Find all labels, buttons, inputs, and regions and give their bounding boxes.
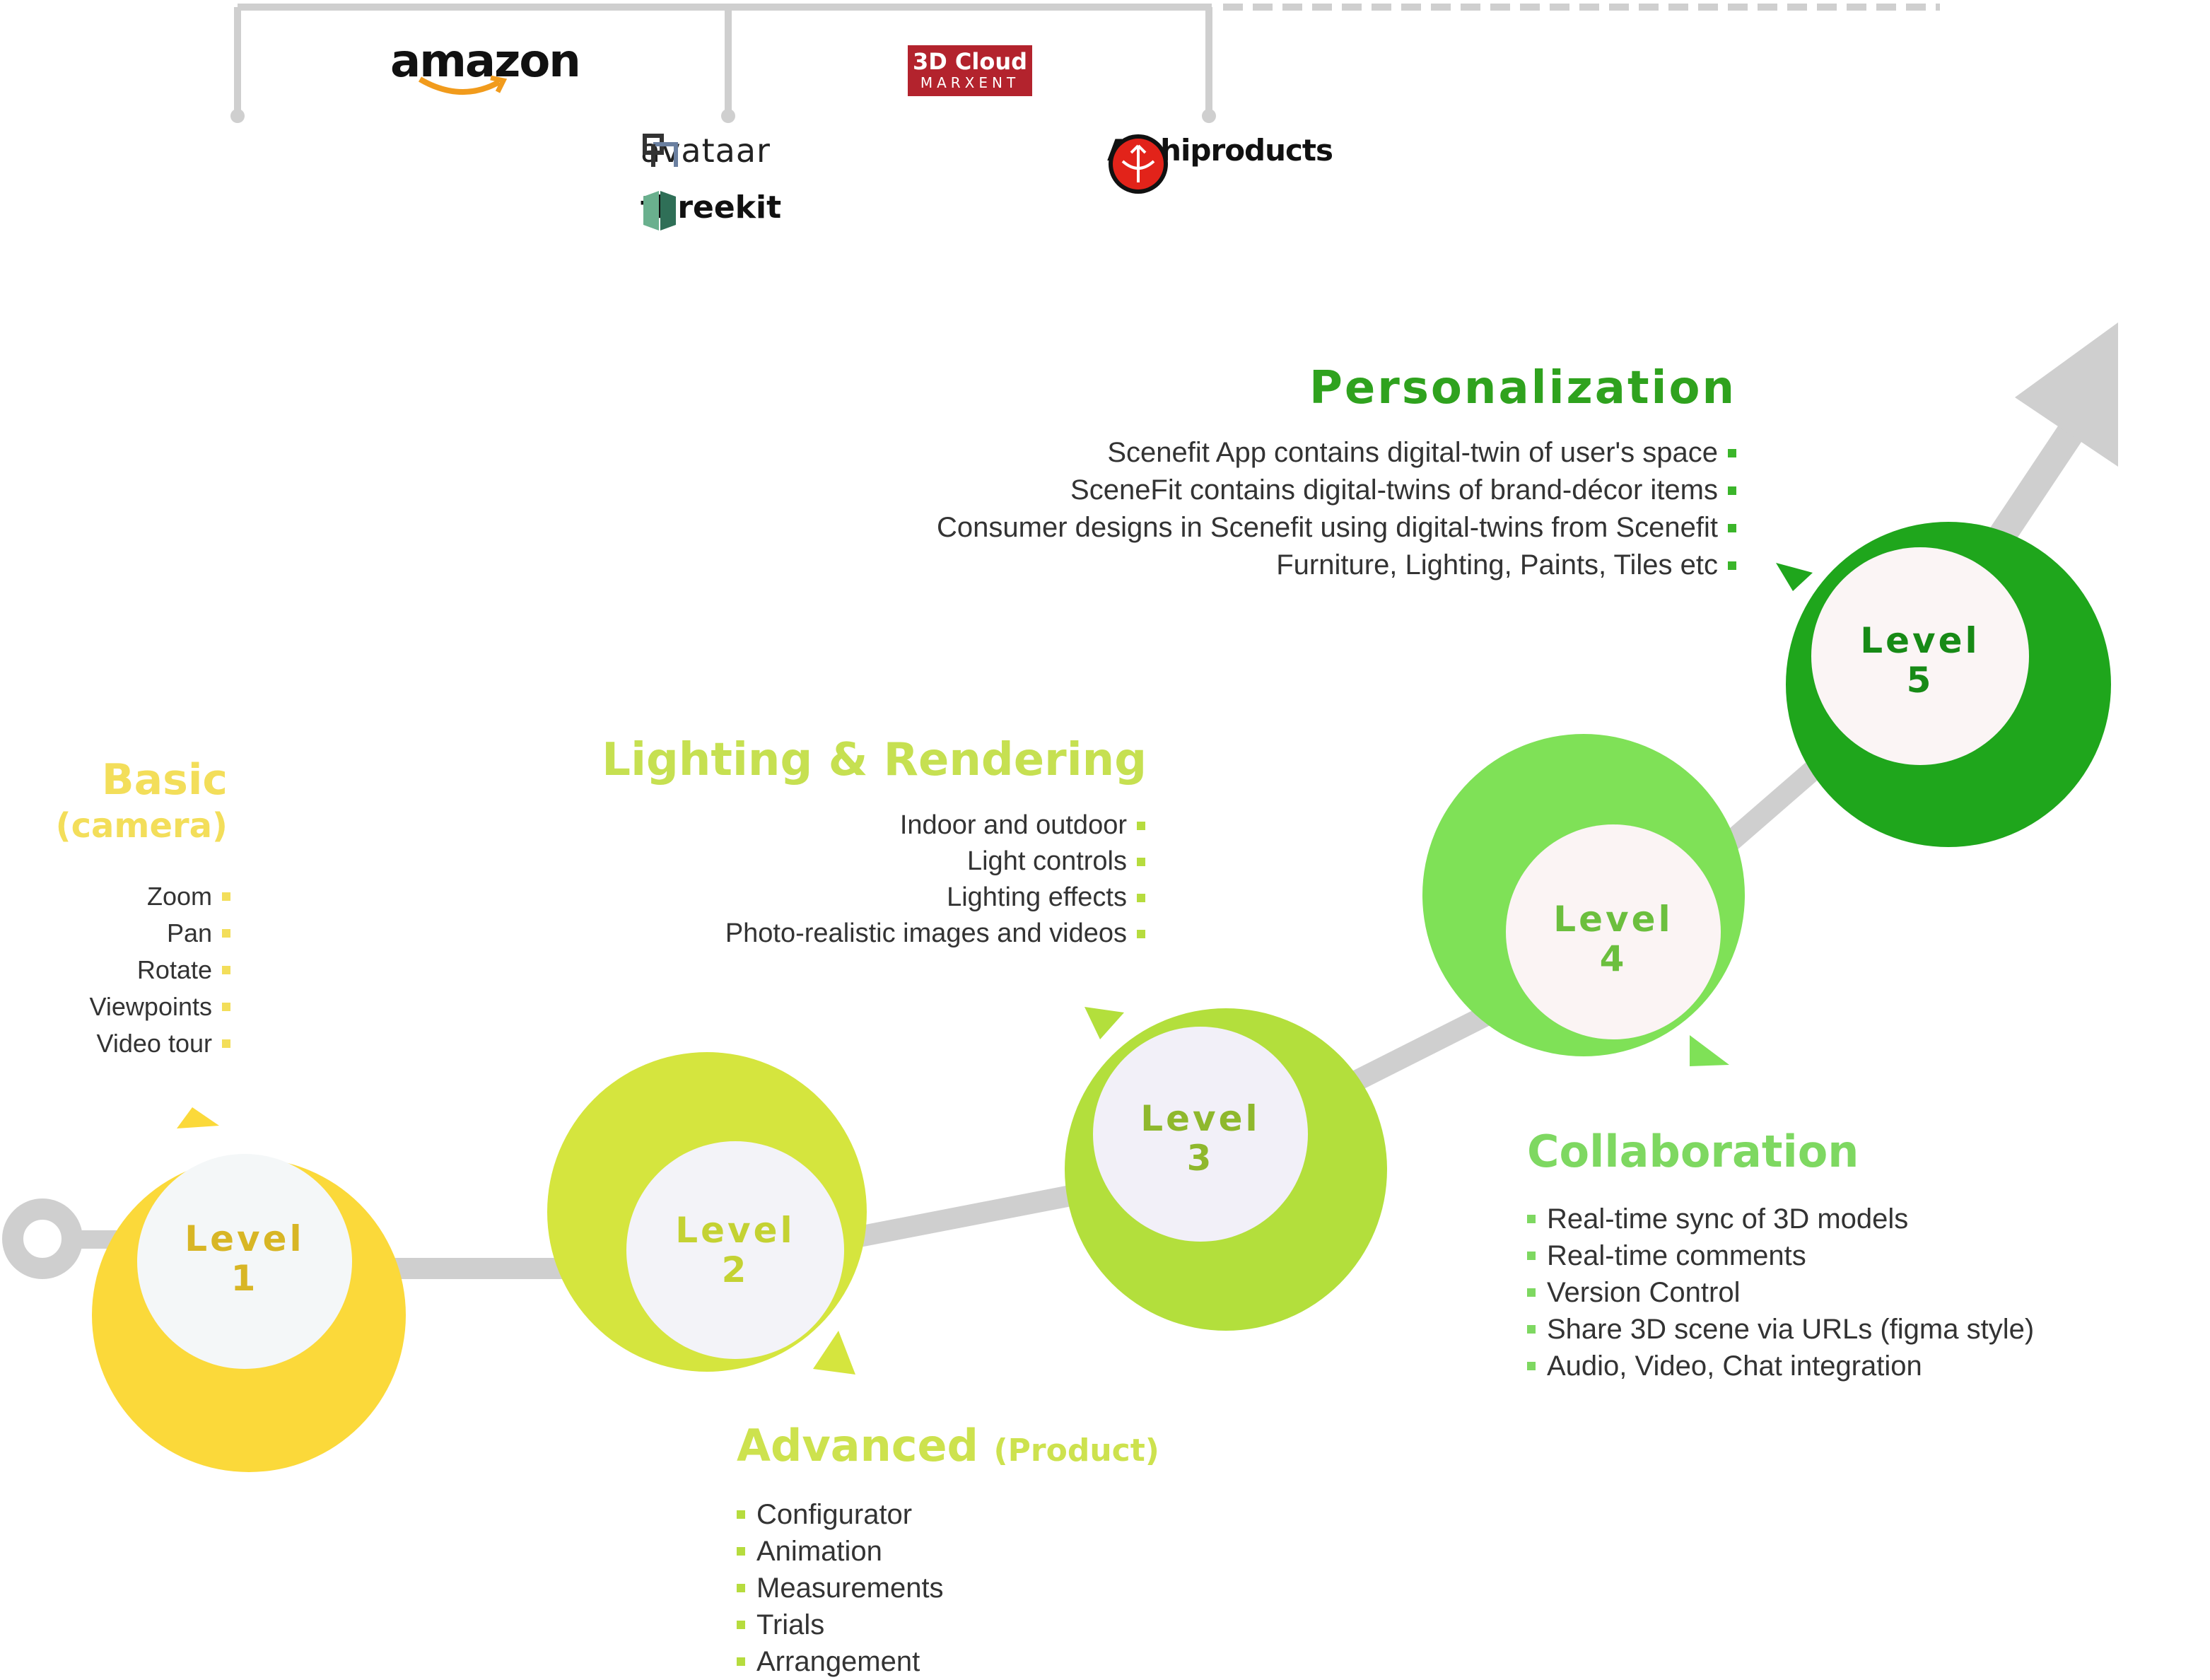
collaboration-title: Collaboration <box>1527 1126 1859 1177</box>
level-3-node <box>1065 1007 1387 1331</box>
list-item: Rotate <box>90 952 231 988</box>
basic-feature-list: Zoom Pan Rotate Viewpoints Video tour <box>90 878 231 1062</box>
level-1-word: Level <box>185 1218 305 1259</box>
list-item: Measurements <box>737 1570 944 1606</box>
lighting-feature-list: Indoor and outdoor Light controls Lighti… <box>725 807 1146 952</box>
avataar-logo: avataar <box>641 132 771 170</box>
archiproducts-logo: Archiproducts <box>1107 133 1333 194</box>
advanced-title-main: Advanced <box>737 1420 978 1471</box>
level-1-label: Level 1 <box>139 1219 351 1298</box>
list-item: Configurator <box>737 1496 944 1533</box>
level-2-word: Level <box>675 1210 795 1251</box>
list-item: Furniture, Lighting, Paints, Tiles etc <box>937 547 1736 584</box>
level-2-label: Level 2 <box>629 1211 841 1290</box>
bracket-tips <box>230 109 1216 123</box>
list-item: Lighting effects <box>725 880 1146 916</box>
level-3-label: Level 3 <box>1094 1099 1306 1178</box>
level-1-number: 1 <box>230 1258 259 1299</box>
level-2-inner <box>626 1141 844 1359</box>
advanced-title: Advanced (Product) <box>737 1420 1159 1471</box>
list-item: Indoor and outdoor <box>725 807 1146 844</box>
growth-arrow <box>1986 322 2118 550</box>
level-3-pointer <box>1084 1007 1124 1039</box>
3dcloud-logo-line1: 3D Cloud <box>912 48 1028 75</box>
level-5-label: Level 5 <box>1814 621 2026 700</box>
list-item: Zoom <box>90 878 231 915</box>
threekit-mark-icon <box>643 191 676 231</box>
level-5-inner <box>1811 547 2029 765</box>
level-5-word: Level <box>1860 620 1980 661</box>
collaboration-feature-list: Real-time sync of 3D models Real-time co… <box>1527 1201 2034 1384</box>
3dcloud-logo-line2: MARXENT <box>920 74 1020 91</box>
list-item: SceneFit contains digital-twins of brand… <box>937 472 1736 509</box>
level-2-pointer <box>813 1331 855 1375</box>
list-item: Consumer designs in Scenefit using digit… <box>937 509 1736 547</box>
list-item: Real-time comments <box>1527 1237 2034 1274</box>
level-3-number: 3 <box>1186 1138 1215 1179</box>
connector-2-3 <box>853 1182 1091 1248</box>
avataar-mark-icon <box>643 134 678 167</box>
level-4-label: Level 4 <box>1507 899 1719 979</box>
list-item: Audio, Video, Chat integration <box>1527 1348 2034 1384</box>
personalization-title: Personalization <box>1309 362 1736 414</box>
level-4-number: 4 <box>1599 938 1627 979</box>
list-item: Viewpoints <box>90 988 231 1025</box>
threekit-logo: threekit <box>641 189 781 231</box>
level-1-node <box>92 1107 406 1472</box>
level-1-inner <box>137 1154 352 1369</box>
level-2-node <box>547 1052 867 1375</box>
lighting-title: Lighting & Rendering <box>602 734 1147 786</box>
list-item: Real-time sync of 3D models <box>1527 1201 2034 1237</box>
list-item: Share 3D scene via URLs (figma style) <box>1527 1311 2034 1348</box>
level-4-word: Level <box>1553 899 1673 940</box>
advanced-subtitle: (Product) <box>993 1433 1159 1469</box>
list-item: Photo-realistic images and videos <box>725 916 1146 952</box>
level-4-pointer <box>1690 1035 1729 1066</box>
advanced-feature-list: Configurator Animation Measurements Tria… <box>737 1496 944 1680</box>
level-3-word: Level <box>1140 1098 1261 1139</box>
basic-subtitle: (camera) <box>55 806 228 846</box>
basic-title: Basic <box>101 755 228 805</box>
level-4-inner <box>1506 824 1721 1039</box>
list-item: Scenefit App contains digital-twin of us… <box>937 434 1736 472</box>
logo-bracket <box>234 4 1940 113</box>
personalization-feature-list: Scenefit App contains digital-twin of us… <box>937 434 1736 584</box>
level-2-number: 2 <box>721 1249 749 1290</box>
list-item: Version Control <box>1527 1274 2034 1311</box>
list-item: Animation <box>737 1533 944 1570</box>
list-item: Trials <box>737 1606 944 1643</box>
level-5-number: 5 <box>1906 660 1934 701</box>
list-item: Arrangement <box>737 1643 944 1680</box>
amazon-smile-icon <box>418 75 508 95</box>
list-item: Light controls <box>725 844 1146 880</box>
level-1-pointer <box>177 1107 219 1128</box>
level-4-node <box>1422 734 1745 1066</box>
list-item: Pan <box>90 915 231 952</box>
3dcloud-marxent-logo: 3D Cloud MARXENT <box>908 45 1032 96</box>
archiproducts-mark-icon <box>1109 134 1168 194</box>
level-3-inner <box>1093 1027 1308 1242</box>
list-item: Video tour <box>90 1025 231 1062</box>
level-5-pointer <box>1776 563 1813 591</box>
level-5-node <box>1776 522 2111 847</box>
